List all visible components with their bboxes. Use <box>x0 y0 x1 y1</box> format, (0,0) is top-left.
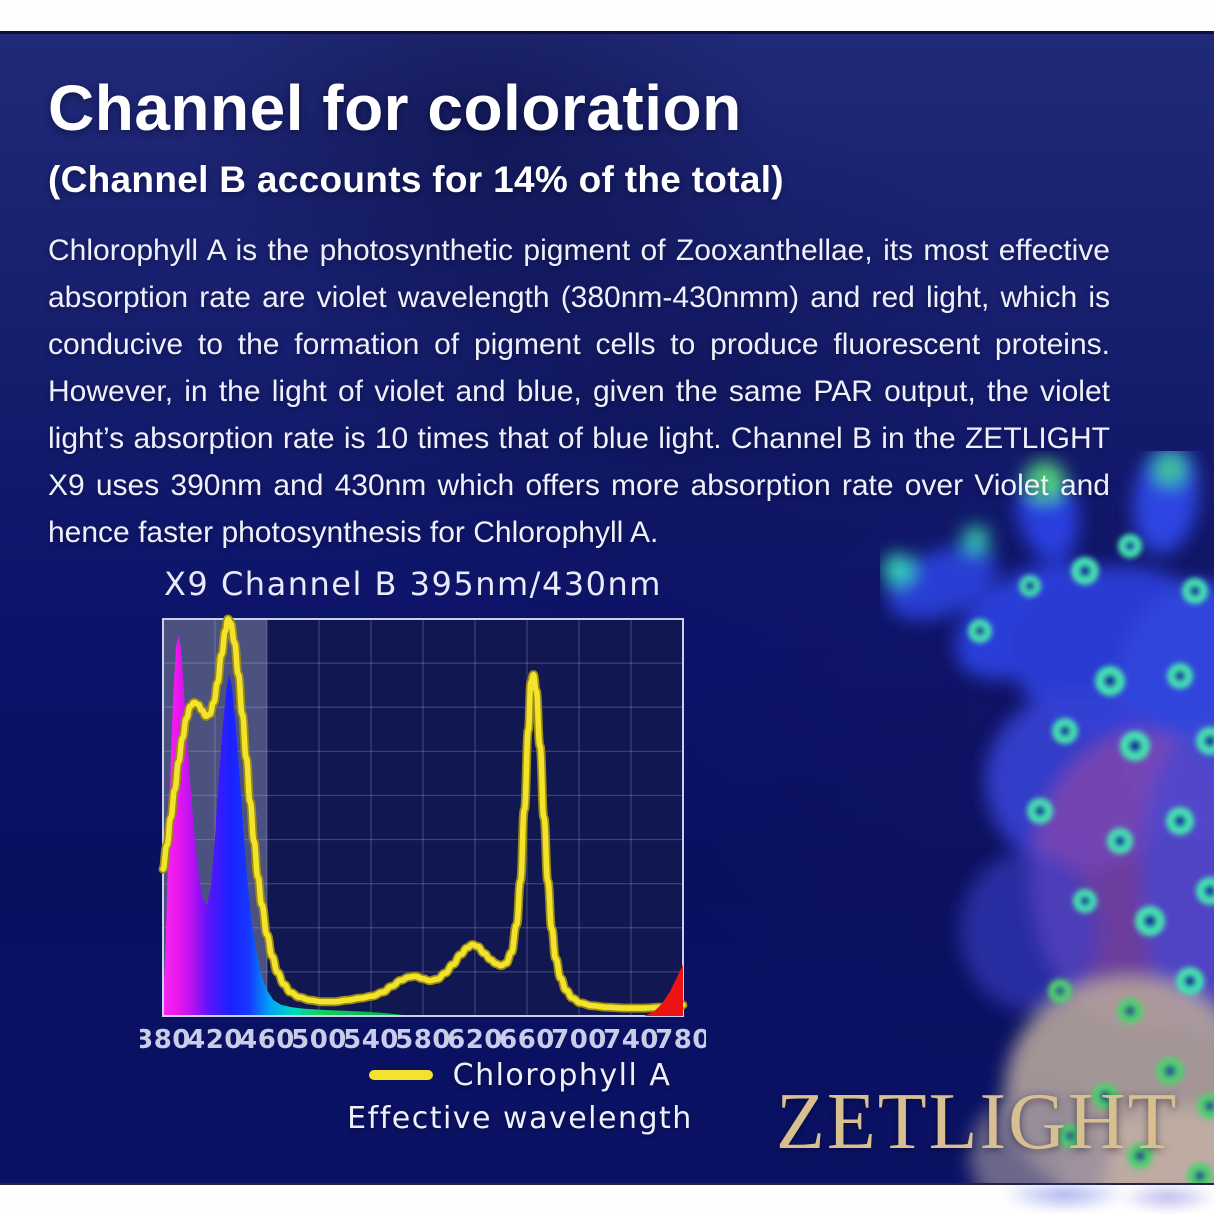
x-axis-tick-label: 540 <box>343 1025 399 1055</box>
coral-blur-bleed <box>984 1185 1214 1214</box>
body-line: conducive to the formation of pigment ce… <box>48 328 1110 361</box>
page-subtitle: (Channel B accounts for 14% of the total… <box>48 159 784 200</box>
legend-label-effective-wavelength: Effective wavelength <box>347 1101 693 1136</box>
legend-line-swatch <box>368 1070 433 1080</box>
chart-title: X9 Channel B 395nm/430nm <box>164 565 662 603</box>
page-title: Channel for coloration <box>48 72 742 144</box>
x-axis-tick-label: 420 <box>187 1025 243 1055</box>
x-axis-tick-label: 460 <box>239 1025 295 1055</box>
body-paragraph: Chlorophyll A is the photosynthetic pigm… <box>48 227 1110 556</box>
x-axis-tick-label: 780 <box>655 1025 706 1055</box>
bottom-white-strip <box>0 1183 1214 1214</box>
body-line: light’s absorption rate is 10 times that… <box>48 422 1110 455</box>
x-axis-tick-label: 580 <box>395 1025 451 1055</box>
brand-logo: ZETLIGHT <box>776 1078 1179 1166</box>
x-axis-tick-label: 620 <box>447 1025 503 1055</box>
body-line: X9 uses 390nm and 430nm which offers mor… <box>48 469 1110 502</box>
top-white-strip <box>0 0 1214 34</box>
chart-legend: Chlorophyll A Effective wavelength <box>255 1055 785 1139</box>
legend-entry-chlorophyll: Chlorophyll A <box>255 1055 785 1095</box>
legend-label-chlorophyll: Chlorophyll A <box>452 1057 672 1093</box>
content-area: Channel for coloration (Channel B accoun… <box>0 31 1214 1214</box>
body-line: hence faster photosynthesis for Chloroph… <box>48 516 659 549</box>
x-axis-tick-label: 500 <box>291 1025 347 1055</box>
x-axis-tick-label: 380 <box>140 1025 191 1055</box>
body-line: However, in the light of violet and blue… <box>48 375 1110 408</box>
x-axis-tick-label: 700 <box>551 1025 607 1055</box>
x-axis-tick-label: 660 <box>499 1025 555 1055</box>
x-axis-tick-label: 740 <box>603 1025 659 1055</box>
body-line: Chlorophyll A is the photosynthetic pigm… <box>48 234 1110 267</box>
body-line: absorption rate are violet wavelength (3… <box>48 281 1110 314</box>
